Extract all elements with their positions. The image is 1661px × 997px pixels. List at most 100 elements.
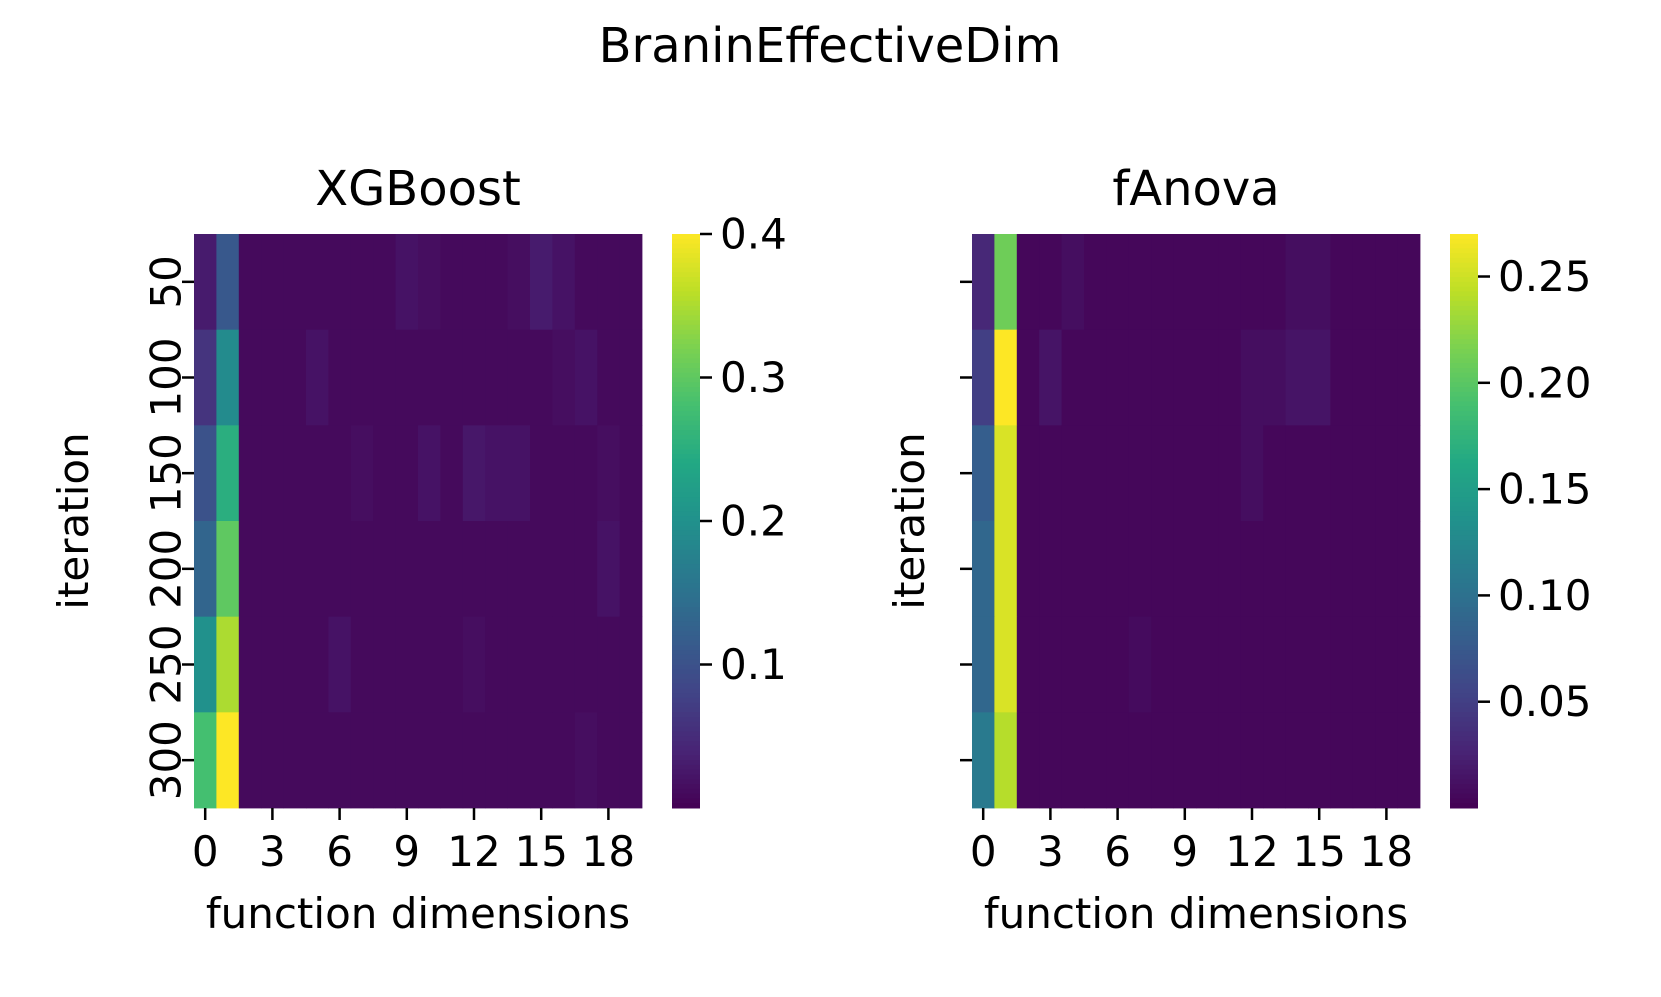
- colorbar-segment: [1450, 267, 1478, 273]
- colorbar-tick-label: 0.3: [720, 353, 787, 402]
- heatmap-cell: [485, 712, 508, 809]
- heatmap-cell: [597, 234, 620, 331]
- colorbar-segment: [1450, 788, 1478, 795]
- colorbar-segment: [672, 659, 700, 665]
- heatmap-cell: [418, 616, 441, 713]
- heatmap-cell: [1196, 234, 1219, 331]
- colorbar-segment: [672, 277, 700, 283]
- y-tick-label: 150: [142, 433, 191, 513]
- colorbar-segment: [1450, 234, 1478, 240]
- y-tick-label: 50: [142, 255, 191, 308]
- heatmap-cell: [994, 425, 1018, 522]
- colorbar-segment: [672, 635, 700, 642]
- heatmap-cell: [462, 712, 486, 809]
- heatmap-cell: [440, 712, 464, 809]
- colorbar-segment: [1450, 401, 1478, 407]
- heatmap-cell: [1128, 329, 1152, 426]
- colorbar-segment: [672, 487, 700, 493]
- heatmap-cell: [507, 712, 531, 809]
- heatmap-cell: [485, 329, 508, 426]
- heatmap-cell: [1039, 616, 1062, 713]
- colorbar-segment: [672, 353, 700, 359]
- colorbar-segment: [1450, 454, 1478, 460]
- heatmap-cell: [1106, 521, 1130, 618]
- colorbar-segment: [1450, 291, 1478, 297]
- colorbar-segment: [1450, 310, 1478, 316]
- heatmap-cell: [530, 616, 553, 713]
- heatmap-cell: [1352, 616, 1376, 713]
- colorbar-segment: [672, 530, 700, 536]
- panel-title: XGBoost: [315, 161, 521, 217]
- heatmap-cell: [1039, 425, 1062, 522]
- colorbar-segment: [672, 439, 700, 445]
- colorbar-segment: [672, 611, 700, 618]
- heatmap-cell: [1330, 616, 1354, 713]
- heatmap-cell: [283, 425, 307, 522]
- heatmap-cell: [328, 521, 352, 618]
- heatmap-cell: [1263, 329, 1286, 426]
- heatmap-cell: [619, 712, 643, 809]
- colorbar-segment: [672, 597, 700, 603]
- heatmap-cell: [238, 329, 262, 426]
- heatmap-cell: [1285, 712, 1309, 809]
- colorbar-segment: [672, 607, 700, 613]
- heatmap-cell: [619, 425, 643, 522]
- heatmap-cell: [261, 712, 284, 809]
- heatmap-cell: [328, 616, 352, 713]
- heatmap-cell: [574, 234, 598, 331]
- colorbar-segment: [672, 425, 700, 431]
- heatmap-cell: [1061, 329, 1085, 426]
- colorbar-segment: [1450, 721, 1478, 728]
- heatmap-cell: [462, 329, 486, 426]
- heatmap-cell: [261, 425, 284, 522]
- colorbar-segment: [1450, 487, 1478, 493]
- colorbar-segment: [672, 683, 700, 689]
- colorbar-segment: [672, 688, 700, 694]
- colorbar-segment: [672, 511, 700, 517]
- colorbar-segment: [672, 721, 700, 728]
- colorbar-segment: [1450, 320, 1478, 326]
- heatmap-cell: [619, 616, 643, 713]
- colorbar-segment: [1450, 353, 1478, 359]
- colorbar-segment: [1450, 798, 1478, 804]
- colorbar-segment: [672, 363, 700, 369]
- colorbar-segment: [1450, 396, 1478, 402]
- colorbar-segment: [672, 693, 700, 699]
- colorbar-segment: [1450, 516, 1478, 522]
- colorbar-segment: [1450, 492, 1478, 498]
- colorbar-segment: [672, 238, 700, 245]
- colorbar-segment: [672, 678, 700, 685]
- colorbar-segment: [672, 774, 700, 780]
- colorbar-segment: [1450, 578, 1478, 584]
- heatmap-cell: [1397, 234, 1421, 331]
- colorbar-segment: [672, 334, 700, 340]
- colorbar-segment: [1450, 592, 1478, 599]
- heatmap-cell: [507, 329, 531, 426]
- colorbar-segment: [672, 568, 700, 575]
- colorbar-segment: [672, 707, 700, 713]
- colorbar-segment: [1450, 511, 1478, 517]
- colorbar-segment: [1450, 463, 1478, 469]
- x-tick-label: 18: [582, 827, 635, 876]
- heatmap-cell: [216, 425, 240, 522]
- colorbar-segment: [1450, 587, 1478, 594]
- x-tick-label: 6: [1104, 827, 1131, 876]
- colorbar-segment: [1450, 420, 1478, 426]
- x-tick-label: 9: [393, 827, 420, 876]
- heatmap-cell: [1016, 521, 1040, 618]
- colorbar-segment: [672, 602, 700, 608]
- heatmap-cell: [1375, 329, 1398, 426]
- colorbar-segment: [672, 592, 700, 599]
- heatmap-cell: [1397, 521, 1421, 618]
- colorbar-segment: [1450, 760, 1478, 766]
- heatmap-cell: [530, 425, 553, 522]
- colorbar-segment: [1450, 635, 1478, 642]
- heatmap-cell: [1173, 712, 1197, 809]
- heatmap-cell: [1061, 521, 1085, 618]
- heatmap-cell: [552, 234, 576, 331]
- heatmap-cell: [373, 521, 396, 618]
- colorbar-segment: [672, 410, 700, 417]
- colorbar-segment: [1450, 243, 1478, 249]
- heatmap-cell: [395, 521, 419, 618]
- colorbar-segment: [1450, 439, 1478, 445]
